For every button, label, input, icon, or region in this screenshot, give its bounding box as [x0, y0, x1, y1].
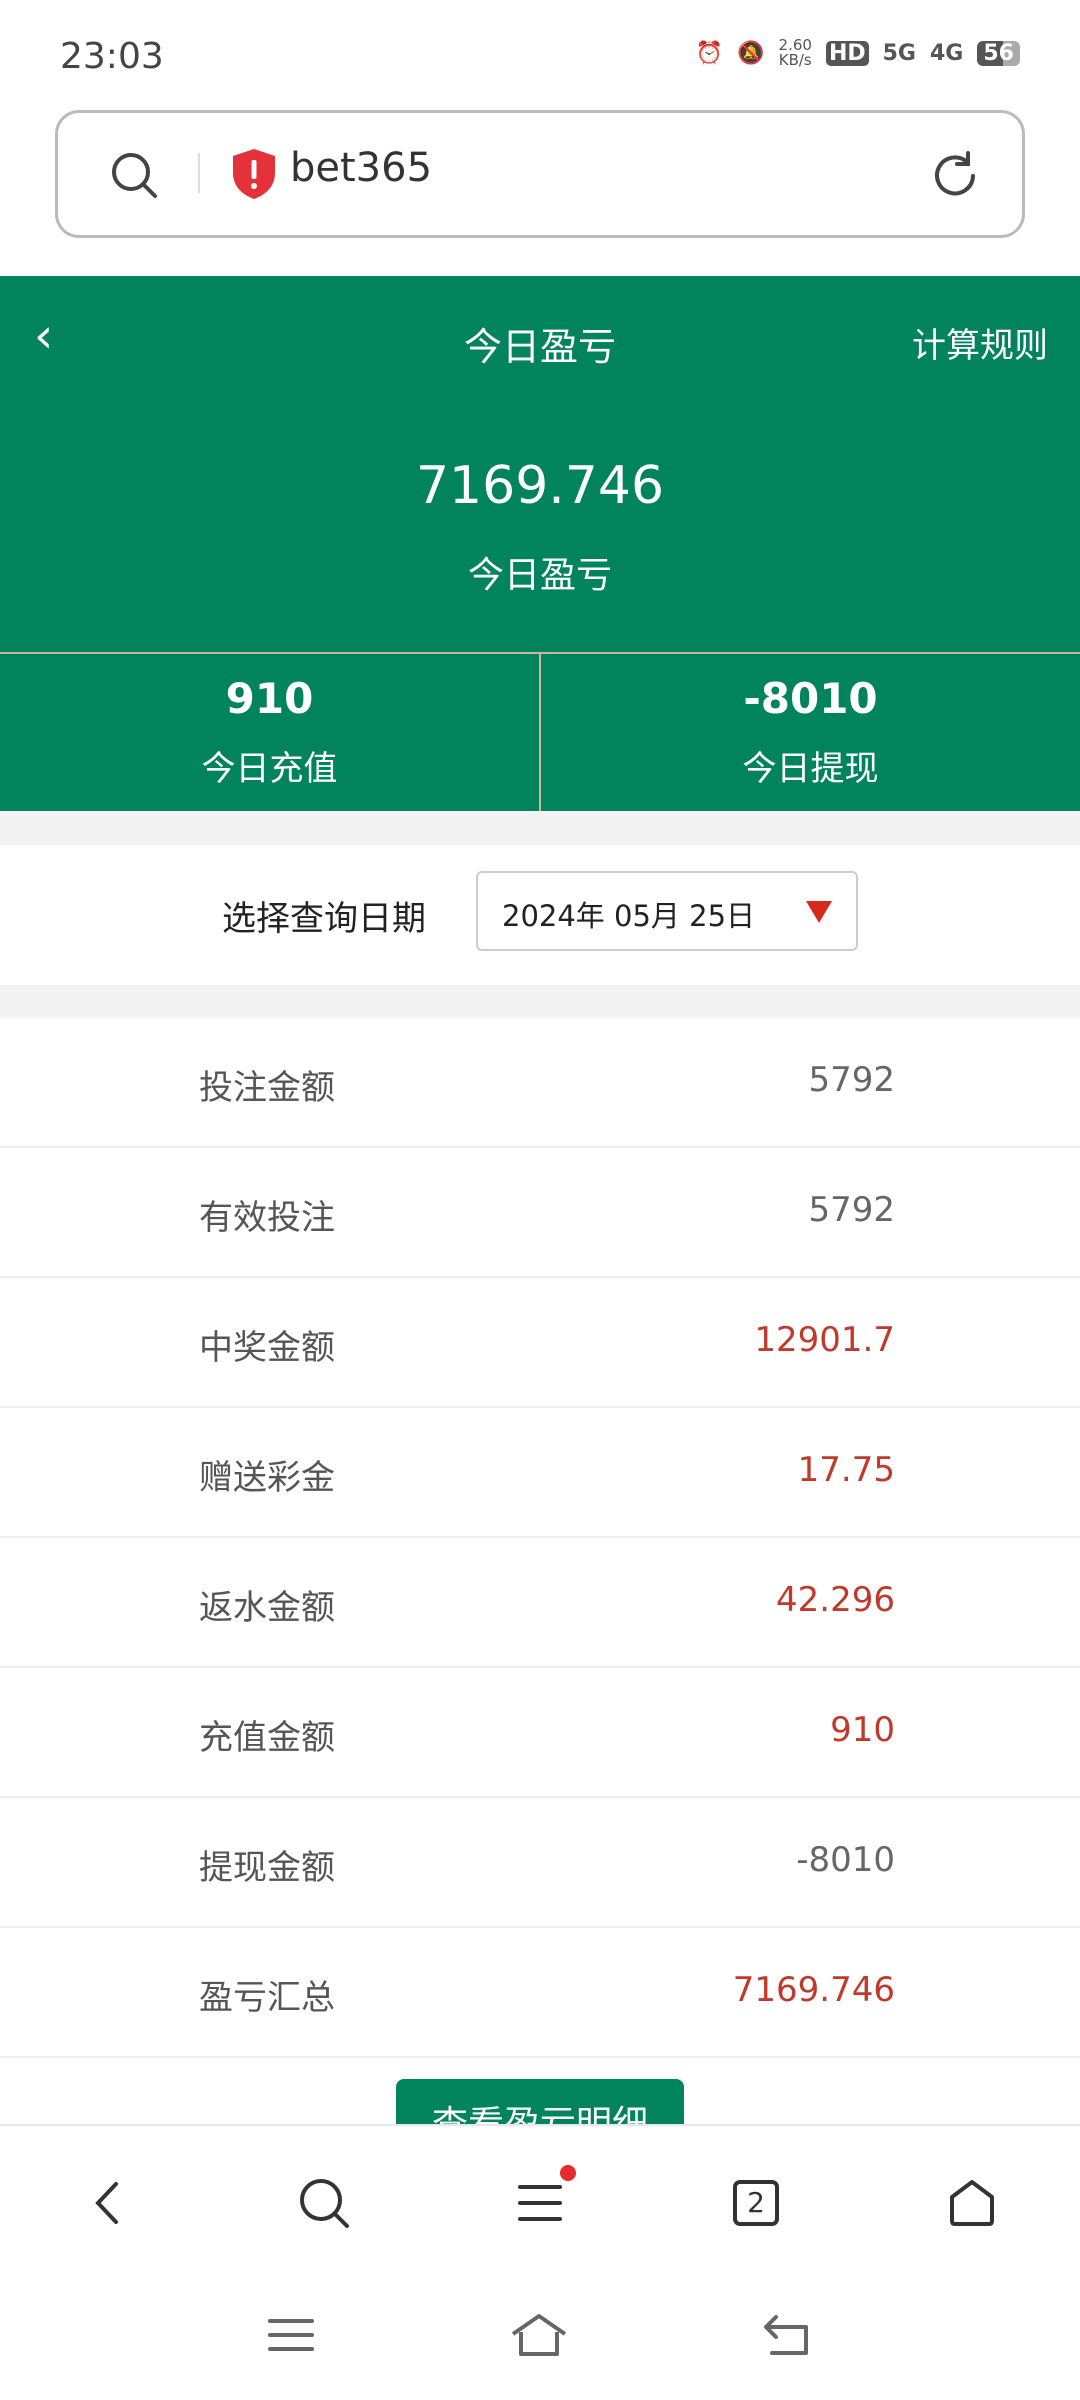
net-speed: 2.60 KB/s: [779, 38, 812, 68]
date-filter: 选择查询日期 2024年 05月 25日: [0, 845, 1080, 985]
row-value: 17.75: [797, 1450, 895, 1490]
browser-toolbar: 2: [0, 2124, 1080, 2270]
home-icon: [950, 2180, 994, 2226]
summary-row: 返水金额 42.296: [0, 1538, 1080, 1668]
search-icon[interactable]: [108, 149, 160, 201]
net-speed-unit: KB/s: [778, 51, 812, 69]
summary-row: 赠送彩金 17.75: [0, 1408, 1080, 1538]
stat-value: 910: [225, 674, 314, 723]
stat-value: -8010: [743, 674, 878, 723]
battery-icon: 56: [977, 40, 1020, 66]
row-value: 5792: [808, 1190, 895, 1230]
signal-5g-icon: 5G: [882, 40, 916, 66]
today-profit-amount: 7169.746: [415, 456, 665, 516]
row-label: 投注金额: [199, 1068, 335, 1108]
summary-list: 投注金额 5792 有效投注 5792 中奖金额 12901.7 赠送彩金 17.75 返水金额…: [0, 1018, 1080, 2058]
tabs-count-icon: 2: [733, 2180, 779, 2226]
row-value: 7169.746: [732, 1970, 895, 2010]
stat-withdraw: -8010 今日提现: [541, 654, 1080, 811]
system-nav: [0, 2270, 1080, 2400]
date-value: 2024年 05月 25日: [502, 899, 756, 933]
row-label: 有效投注: [199, 1198, 335, 1238]
divider: [198, 153, 200, 193]
summary-row: 盈亏汇总 7169.746: [0, 1928, 1080, 2058]
summary-row: 有效投注 5792: [0, 1148, 1080, 1278]
today-profit-label: 今日盈亏: [467, 555, 612, 596]
back-button[interactable]: [68, 2163, 148, 2243]
row-value: 12901.7: [754, 1320, 895, 1360]
row-value: 42.296: [776, 1580, 895, 1620]
status-icons: ⏰ 🔕 2.60 KB/s HD 5G 4G 56: [696, 38, 1020, 68]
row-label: 充值金额: [199, 1718, 335, 1758]
url-host[interactable]: bet365: [290, 145, 433, 191]
stat-recharge: 910 今日充值: [0, 654, 541, 811]
profit-header: ‹ 今日盈亏 计算规则 7169.746 今日盈亏: [0, 276, 1080, 652]
reload-icon[interactable]: [928, 149, 982, 203]
shield-warning-icon: [233, 149, 275, 199]
back-arrow-icon: [95, 2182, 118, 2224]
stat-label: 今日提现: [742, 749, 879, 789]
notification-dot: [560, 2165, 576, 2181]
summary-row: 投注金额 5792: [0, 1018, 1080, 1148]
home-button[interactable]: [932, 2163, 1012, 2243]
menu-button[interactable]: [500, 2163, 580, 2243]
summary-row: 提现金额 -8010: [0, 1798, 1080, 1928]
row-value: 5792: [808, 1060, 895, 1100]
summary-row: 充值金额 910: [0, 1668, 1080, 1798]
home-icon[interactable]: [509, 2312, 569, 2358]
signal-4g-icon: 4G: [930, 40, 964, 66]
stats-row: 910 今日充值 -8010 今日提现: [0, 652, 1080, 811]
row-value: 910: [830, 1710, 895, 1750]
row-label: 赠送彩金: [199, 1458, 335, 1498]
row-label: 返水金额: [199, 1588, 335, 1628]
status-bar: 23:03 ⏰ 🔕 2.60 KB/s HD 5G 4G 56: [0, 0, 1080, 100]
back-icon[interactable]: ‹: [34, 308, 54, 364]
search-icon: [300, 2179, 349, 2228]
hd-icon: HD: [825, 40, 869, 66]
search-button[interactable]: [284, 2163, 364, 2243]
row-value: -8010: [796, 1840, 895, 1880]
clock: 23:03: [60, 36, 164, 77]
date-select[interactable]: 2024年 05月 25日: [476, 871, 858, 951]
url-bar[interactable]: bet365: [55, 110, 1025, 238]
back-icon[interactable]: [762, 2313, 814, 2357]
date-label: 选择查询日期: [222, 899, 426, 939]
row-label: 中奖金额: [199, 1328, 335, 1368]
menu-icon: [518, 2185, 562, 2221]
summary-row: 中奖金额 12901.7: [0, 1278, 1080, 1408]
tabs-button[interactable]: 2: [716, 2163, 796, 2243]
spacer: [0, 985, 1080, 1018]
row-label: 盈亏汇总: [199, 1978, 335, 2018]
mute-icon: 🔕: [737, 40, 765, 66]
alarm-icon: ⏰: [695, 40, 724, 66]
row-label: 提现金额: [199, 1848, 335, 1888]
page-title: 今日盈亏: [463, 325, 616, 369]
rules-link[interactable]: 计算规则: [912, 326, 1048, 366]
stat-label: 今日充值: [201, 749, 338, 789]
recents-icon[interactable]: [266, 2315, 316, 2355]
dropdown-triangle-icon: [806, 901, 832, 923]
spacer: [0, 811, 1080, 845]
net-speed-value: 2.60: [778, 36, 812, 54]
